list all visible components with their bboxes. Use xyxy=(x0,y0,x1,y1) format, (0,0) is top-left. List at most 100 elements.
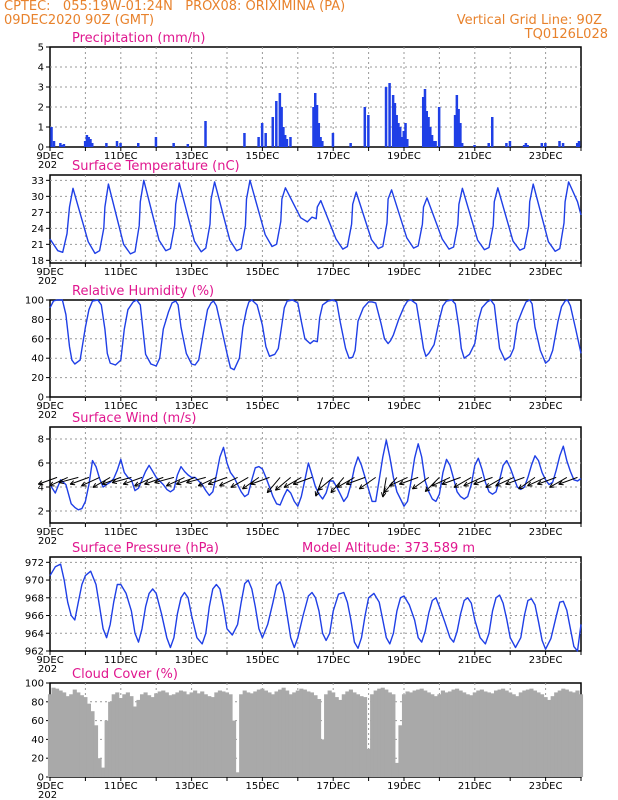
wind-arrow-head xyxy=(518,487,524,490)
cloud-cover-bar xyxy=(83,697,88,777)
cloud-cover-bar xyxy=(394,762,399,777)
humidity-ytick-label: 20 xyxy=(31,373,44,384)
wind-arrow xyxy=(485,476,504,488)
wind-arrow xyxy=(219,476,238,487)
pressure-xtick-label: 19DEC xyxy=(387,655,421,666)
cloud-cover-bar xyxy=(97,758,102,777)
cloud-cover-bar xyxy=(214,692,219,777)
pressure-ytick-label: 964 xyxy=(25,629,44,640)
temperature-xtick-label: 13DEC xyxy=(175,267,209,278)
precip-bar xyxy=(577,141,581,147)
cloud-cover-bar xyxy=(235,772,240,777)
cloud-cover-bar xyxy=(115,692,120,777)
cloud-cover-xtick-label: 21DEC xyxy=(458,781,492,792)
cloud-cover-bar xyxy=(246,692,251,777)
humidity-line xyxy=(49,299,582,371)
cloud-cover-bar xyxy=(483,691,488,777)
wind-arrow xyxy=(134,476,153,487)
wind-arrow-head xyxy=(274,485,278,491)
wind-arrow xyxy=(399,476,419,485)
wind-arrow-head xyxy=(81,481,85,487)
precip-bar xyxy=(487,143,490,147)
wind-arrow-head xyxy=(175,480,181,485)
cloud-cover-bar xyxy=(111,694,116,777)
cloud-cover-bar xyxy=(69,694,74,777)
wind-xtick-label: 15DEC xyxy=(246,527,280,538)
cloud-cover-bar xyxy=(200,691,205,777)
precipitation-xtick-label: 11DEC xyxy=(104,151,138,162)
cloud-cover-bar xyxy=(338,699,343,777)
wind-arrow-head xyxy=(359,487,365,490)
cloud-cover-bar xyxy=(440,690,445,777)
cloud-cover-bar xyxy=(320,739,325,777)
wind-arrow xyxy=(58,476,79,484)
humidity-xtick-label: 13DEC xyxy=(175,401,209,412)
precipitation-xtick-label: 19DEC xyxy=(387,151,421,162)
temperature-ytick-label: 21 xyxy=(31,240,44,251)
cloud-cover-bar xyxy=(451,689,456,777)
cloud-cover-title: Cloud Cover (%) xyxy=(72,667,178,682)
precip-bar xyxy=(83,141,87,147)
cloud-cover-bar xyxy=(430,694,435,777)
precip-bar xyxy=(384,87,388,147)
wind-arrow-head xyxy=(219,481,224,487)
wind-arrow-head xyxy=(527,481,532,487)
precip-bar xyxy=(52,141,56,147)
wind-arrow xyxy=(424,477,440,492)
cloud-cover-bar xyxy=(306,691,311,777)
wind-arrow-head xyxy=(176,483,182,486)
cloud-cover-bar xyxy=(331,692,336,777)
cloud-cover-bar xyxy=(525,689,530,777)
precip-bar xyxy=(115,141,119,147)
cloud-cover-bar xyxy=(267,692,272,777)
temperature-xtick-label: 15DEC xyxy=(246,267,280,278)
wind-arrow-head xyxy=(101,480,106,485)
cloud-cover-bar xyxy=(497,689,502,777)
precip-bar xyxy=(280,107,283,147)
wind-xtick-label: 9DEC xyxy=(36,527,63,538)
precip-bar xyxy=(278,93,282,147)
precip-bar xyxy=(89,139,92,147)
precip-bar xyxy=(62,144,66,147)
precip-bar xyxy=(271,117,275,147)
precip-bar xyxy=(491,117,494,147)
precip-bar xyxy=(154,137,158,147)
wind-arrow xyxy=(92,476,111,488)
wind-xtick-label: 17DEC xyxy=(316,527,350,538)
cloud-cover-xtick-label: 23DEC xyxy=(529,781,563,792)
cloud-cover-bar xyxy=(327,690,332,777)
wind-arrow-head xyxy=(267,490,273,494)
wind-arrow-head xyxy=(186,482,192,485)
wind-arrow xyxy=(317,477,334,491)
wind-arrow xyxy=(250,476,270,485)
precipitation-ytick-label: 4 xyxy=(38,63,44,74)
wind-arrow-head xyxy=(424,486,428,492)
precip-bar xyxy=(315,105,319,147)
wind-arrow xyxy=(441,476,461,485)
pressure-xtick-label: 15DEC xyxy=(246,655,280,666)
pressure-xtick-label: 17DEC xyxy=(316,655,350,666)
cloud-cover-bar xyxy=(511,694,516,777)
wind-arrow-head xyxy=(345,480,351,485)
cloud-cover-bar xyxy=(108,701,113,777)
cloud-cover-bar xyxy=(203,694,208,777)
humidity-ytick-label: 80 xyxy=(31,315,44,326)
wind-arrow-head xyxy=(425,489,431,493)
cloud-cover-bar xyxy=(62,692,67,777)
precip-bar xyxy=(285,139,289,147)
wind-frame xyxy=(49,426,582,524)
precip-bar xyxy=(59,143,62,147)
cloud-cover-bar xyxy=(493,690,499,777)
header-date-line: 09DEC2020 90Z (GMT) xyxy=(4,13,155,28)
cloud-cover-bar xyxy=(345,691,350,777)
wind-panel xyxy=(37,426,582,527)
temperature-xtick-label: 9DEC xyxy=(36,267,63,278)
cloud-cover-bar xyxy=(118,698,123,777)
precip-bar xyxy=(85,135,89,147)
wind-arrow xyxy=(292,476,313,485)
cloud-cover-bar xyxy=(561,688,566,777)
temperature-xtick-label: 17DEC xyxy=(316,267,350,278)
temperature-xtick-label: 23DEC xyxy=(529,267,563,278)
wind-arrow xyxy=(69,476,90,485)
wind-arrow-head xyxy=(537,480,542,485)
